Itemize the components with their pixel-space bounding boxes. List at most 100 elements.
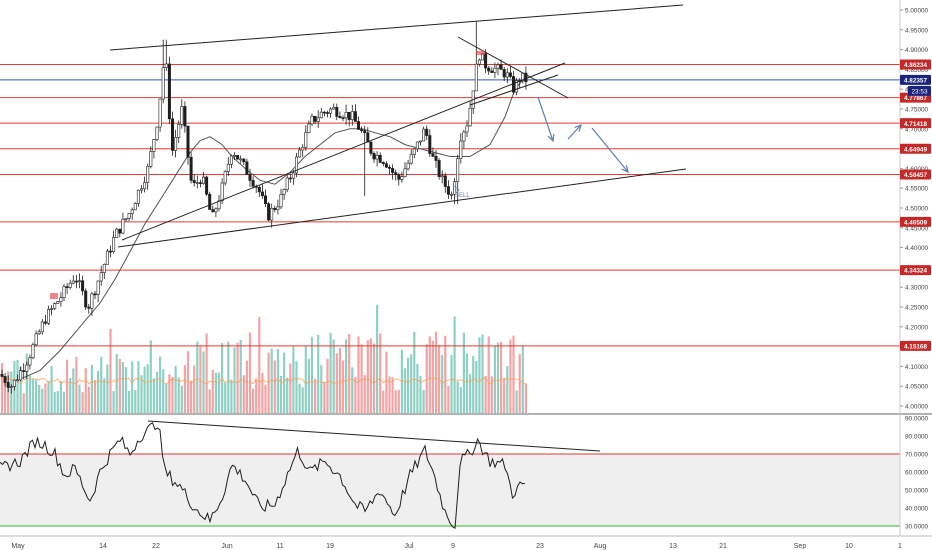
time-tick-label: Jun [221, 543, 232, 550]
candle-body [391, 168, 395, 173]
candle-body [15, 379, 19, 382]
volume-bar [298, 383, 301, 413]
rsi-tick-label: 40.0000 [905, 506, 929, 513]
candle-body [465, 125, 469, 133]
candle [369, 141, 373, 156]
candle-body [31, 344, 35, 359]
volume-bar [338, 348, 341, 413]
level-badge: 4.46509 [900, 216, 931, 227]
volume-bar [456, 381, 459, 413]
candle [158, 98, 162, 132]
time-tick-label: 1 [898, 543, 902, 550]
candle [6, 375, 10, 393]
level-badge-text: 4.34324 [904, 268, 928, 275]
volume-bar [450, 354, 453, 413]
candle-body [161, 67, 165, 100]
candle [19, 366, 23, 382]
volume-bar [357, 336, 360, 413]
price-tick-label: 5.00000 [905, 8, 929, 15]
price-tick-label: 4.50000 [905, 206, 929, 213]
volume-bar [369, 338, 372, 413]
candle [477, 58, 481, 67]
volume-bar [242, 375, 245, 413]
candle [121, 212, 125, 235]
candle [205, 175, 209, 196]
candle-body [468, 107, 472, 127]
candle [490, 67, 494, 73]
volume-bar [366, 340, 369, 413]
last-price-badge-box [900, 74, 931, 85]
candle [465, 120, 469, 138]
trendline [117, 168, 687, 248]
candle [242, 158, 246, 166]
candle [273, 205, 277, 213]
volume-bar [47, 380, 50, 413]
candle [211, 205, 215, 213]
candle-body [0, 374, 4, 377]
candle-body [257, 186, 261, 193]
volume-bar [419, 375, 422, 413]
candle-body [43, 321, 47, 324]
candle-body [177, 124, 181, 138]
candle-body [360, 129, 364, 131]
candle [74, 274, 78, 289]
candle [344, 104, 348, 125]
volume-bar [506, 365, 509, 413]
candle-body [397, 174, 401, 180]
candle [115, 227, 119, 238]
trendline [147, 420, 601, 452]
candle [341, 115, 345, 122]
candle-body [174, 137, 178, 151]
candle-body [62, 286, 66, 298]
candle [387, 164, 391, 175]
projection-arrows [537, 96, 629, 174]
volume-bar [478, 337, 481, 413]
candle-body [487, 67, 491, 72]
candle-body [285, 177, 289, 190]
volume-bar [484, 375, 487, 413]
candle-body [19, 370, 23, 381]
volume-bar [354, 376, 357, 413]
candle-body [34, 333, 38, 346]
candle [313, 115, 317, 125]
volume-bar [131, 361, 134, 413]
candle-body [381, 162, 385, 164]
volume-bar [332, 339, 335, 413]
candle [260, 184, 264, 199]
level-badge-box [900, 143, 931, 154]
candle-body [322, 111, 326, 114]
candle [40, 319, 44, 335]
candle [350, 104, 354, 126]
candle [440, 170, 444, 184]
volume-bar [348, 333, 351, 413]
volume-bar [115, 353, 118, 413]
volume-bar [465, 353, 469, 413]
volume-bar [97, 370, 100, 413]
candle-body [136, 189, 140, 204]
volume-bar [475, 360, 478, 413]
candle [192, 174, 196, 187]
candle-body [105, 250, 109, 265]
price-badges: 4.86234 4.77867 4.71418 4.64949 4.58457 4.465… [900, 59, 931, 351]
level-badge-box [900, 216, 931, 227]
volume-bar [41, 388, 44, 413]
candle-body [273, 208, 277, 210]
rsi-tick-label: 30.0000 [905, 524, 929, 531]
level-badge-box [900, 265, 931, 276]
candle-body [338, 116, 342, 118]
candle [152, 139, 156, 159]
volume-bar [16, 359, 19, 413]
volume-bar [472, 356, 475, 413]
candle [251, 176, 255, 189]
candle-body [208, 193, 212, 210]
volume-bar [310, 336, 314, 413]
candle [353, 104, 357, 122]
candle [422, 126, 426, 142]
candle-body [456, 158, 460, 182]
rsi-tick-label: 90.0000 [905, 416, 929, 423]
volume-bar [75, 356, 78, 413]
candle-body [267, 203, 271, 221]
volume-bar [500, 341, 503, 413]
level-badge: 4.58457 [900, 169, 931, 180]
moving-average [21, 76, 526, 379]
